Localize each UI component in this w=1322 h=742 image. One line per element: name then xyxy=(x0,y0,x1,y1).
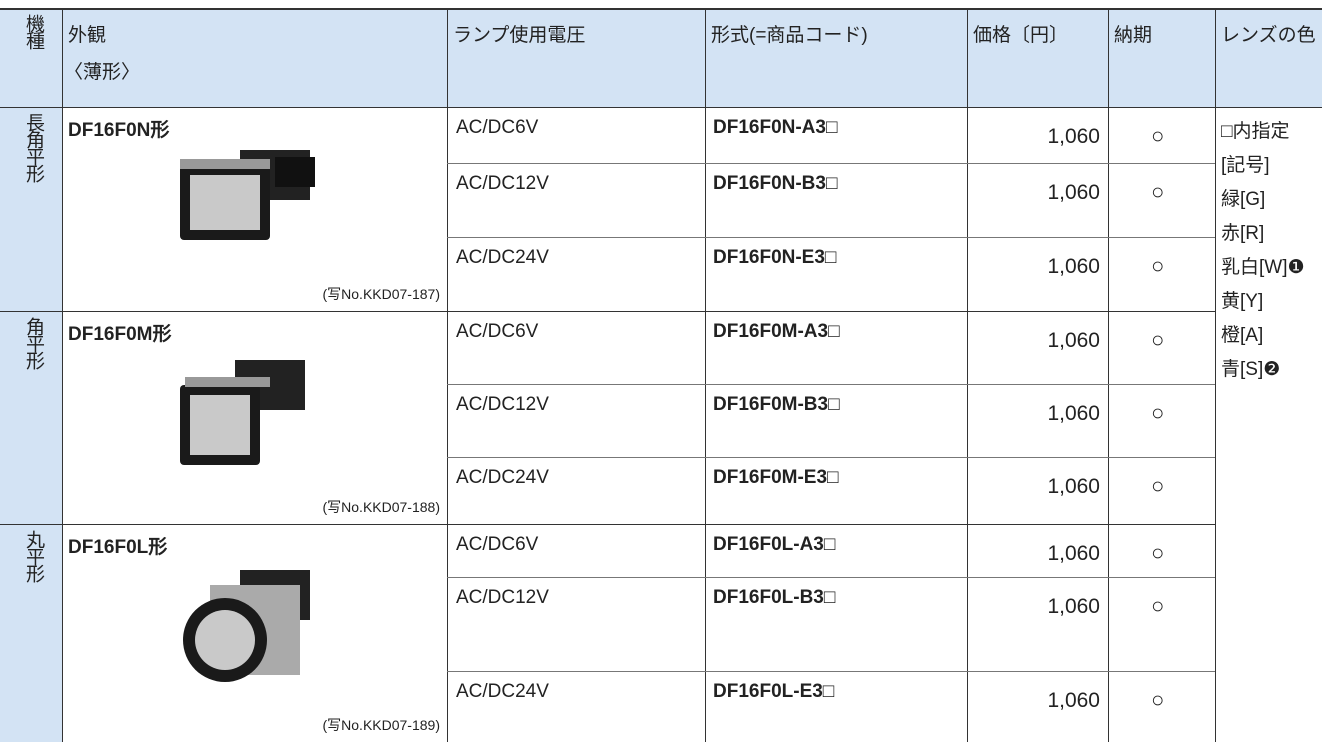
row-line xyxy=(447,457,1215,458)
voltage: AC/DC24V xyxy=(456,247,549,268)
price: 1,060 xyxy=(1047,255,1100,278)
voltage: AC/DC6V xyxy=(456,117,539,138)
lens-color: 橙[A] xyxy=(1221,325,1264,346)
delivery: ○ xyxy=(1151,593,1165,618)
column-line xyxy=(1215,8,1216,742)
product-code: DF16F0L-B3□ xyxy=(713,587,836,608)
header-cell: ランプ使用電圧 xyxy=(453,25,586,46)
delivery: ○ xyxy=(1151,123,1165,148)
voltage: AC/DC12V xyxy=(456,394,549,415)
product-code: DF16F0N-A3□ xyxy=(713,117,838,138)
column-line xyxy=(705,8,706,742)
product-code: DF16F0N-B3□ xyxy=(713,173,838,194)
price: 1,060 xyxy=(1047,125,1100,148)
product-name: DF16F0N形 xyxy=(68,120,170,141)
price: 1,060 xyxy=(1047,402,1100,425)
product-name: DF16F0L形 xyxy=(68,537,168,558)
lens-color: 赤[R] xyxy=(1221,223,1265,244)
lens-color: 黄[Y] xyxy=(1221,291,1264,312)
delivery: ○ xyxy=(1151,687,1165,712)
row-line xyxy=(447,671,1215,672)
price: 1,060 xyxy=(1047,475,1100,498)
header-cell: レンズの色 xyxy=(1221,25,1316,46)
column-line xyxy=(1108,8,1109,742)
column-line xyxy=(447,8,448,742)
photo-rect-lamp xyxy=(180,150,315,240)
voltage: AC/DC24V xyxy=(456,467,549,488)
voltage: AC/DC12V xyxy=(456,587,549,608)
header-bg xyxy=(0,8,1322,107)
product-name: DF16F0M形 xyxy=(68,324,172,345)
type-label: 丸平形 xyxy=(23,530,44,581)
lens-color: [記号] xyxy=(1221,155,1270,176)
price: 1,060 xyxy=(1047,689,1100,712)
delivery: ○ xyxy=(1151,400,1165,425)
delivery: ○ xyxy=(1151,473,1165,498)
row-line xyxy=(447,577,1215,578)
type-label: 長角平形 xyxy=(23,113,44,181)
photo-caption: (写No.KKD07-188) xyxy=(322,499,441,515)
product-code: DF16F0M-A3□ xyxy=(713,321,840,342)
row-line xyxy=(447,384,1215,385)
delivery: ○ xyxy=(1151,253,1165,278)
photo-round-lamp xyxy=(183,570,310,682)
lens-color: □内指定 xyxy=(1221,121,1290,142)
header-type: 機種 xyxy=(23,14,44,48)
price: 1,060 xyxy=(1047,329,1100,352)
delivery: ○ xyxy=(1151,179,1165,204)
voltage: AC/DC12V xyxy=(456,173,549,194)
photo-caption: (写No.KKD07-187) xyxy=(322,286,441,302)
header-cell: 価格〔円〕 xyxy=(973,25,1069,46)
product-code: DF16F0M-B3□ xyxy=(713,394,840,415)
border-header xyxy=(0,107,1322,108)
group-line xyxy=(0,311,1215,312)
header-cell: 納期 xyxy=(1114,25,1153,46)
row-line xyxy=(447,237,1215,238)
photo-square-lamp xyxy=(180,360,305,465)
row-line xyxy=(447,163,1215,164)
voltage: AC/DC6V xyxy=(456,534,539,555)
price: 1,060 xyxy=(1047,595,1100,618)
group-line xyxy=(0,524,1215,525)
header-appearance: 外観 xyxy=(68,25,107,46)
lens-color: 青[S]❷ xyxy=(1221,359,1281,380)
voltage: AC/DC6V xyxy=(456,321,539,342)
product-code: DF16F0M-E3□ xyxy=(713,467,839,488)
lens-color: 緑[G] xyxy=(1221,189,1266,210)
delivery: ○ xyxy=(1151,327,1165,352)
photo-caption: (写No.KKD07-189) xyxy=(322,717,441,733)
price: 1,060 xyxy=(1047,542,1100,565)
header-cell: 形式(=商品コード) xyxy=(711,25,868,46)
column-line xyxy=(967,8,968,742)
type-column-bg xyxy=(0,107,62,742)
column-line xyxy=(62,8,63,742)
type-label: 角平形 xyxy=(23,317,44,368)
price: 1,060 xyxy=(1047,181,1100,204)
lens-color: 乳白[W]❶ xyxy=(1221,257,1305,278)
border-top xyxy=(0,8,1322,10)
header-appearance-sub: 〈薄形〉 xyxy=(64,62,141,83)
product-code: DF16F0L-A3□ xyxy=(713,534,836,555)
delivery: ○ xyxy=(1151,540,1165,565)
product-code: DF16F0N-E3□ xyxy=(713,247,837,268)
voltage: AC/DC24V xyxy=(456,681,549,702)
product-code: DF16F0L-E3□ xyxy=(713,681,835,702)
